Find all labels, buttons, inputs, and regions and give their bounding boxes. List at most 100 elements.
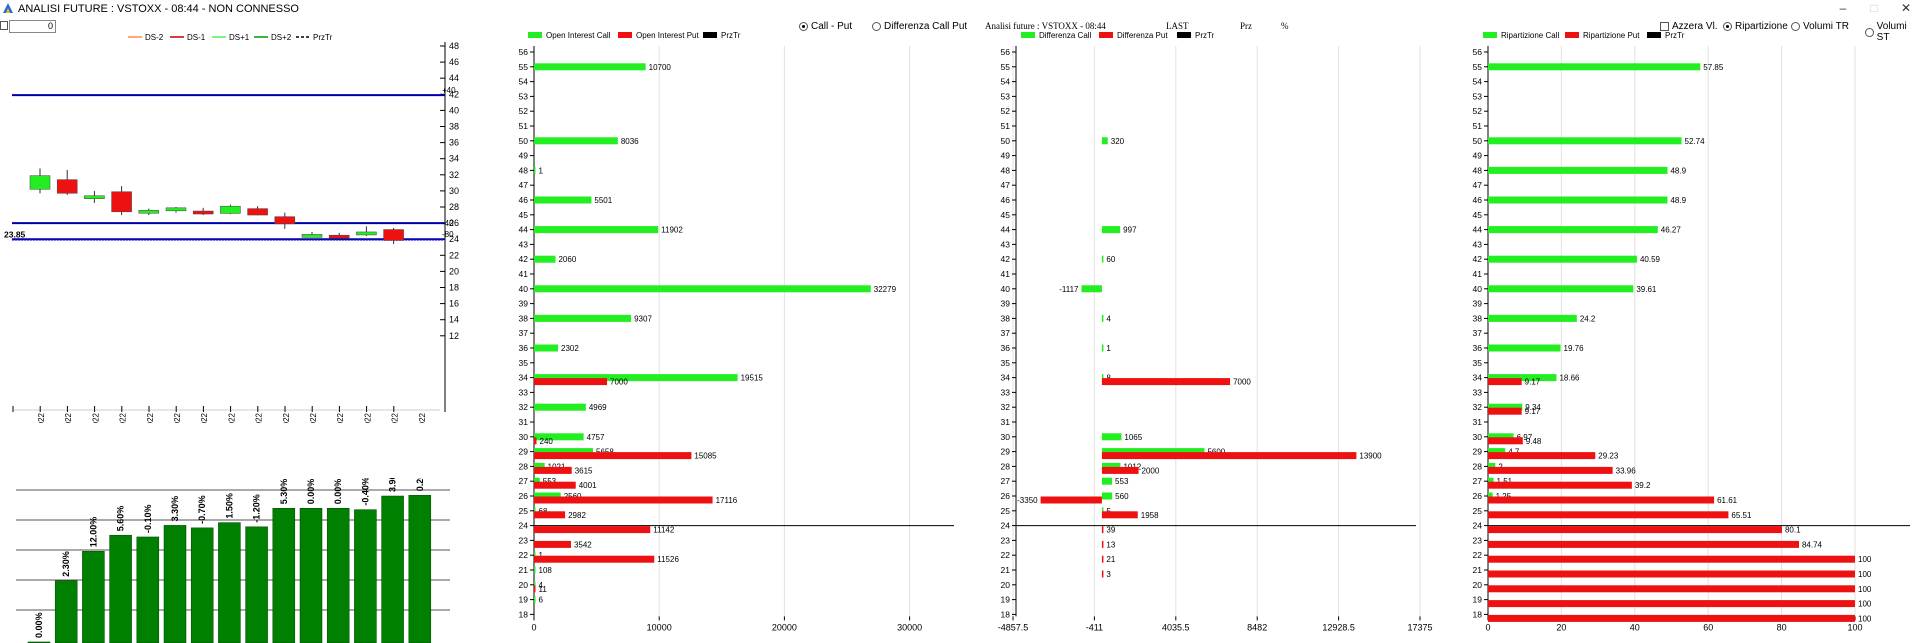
call-bar bbox=[534, 566, 536, 574]
put-bar bbox=[1101, 452, 1357, 460]
put-bar bbox=[534, 540, 571, 548]
pct-bar bbox=[218, 522, 241, 643]
call-bar bbox=[1101, 137, 1108, 145]
value-input[interactable]: 0 bbox=[9, 20, 56, 33]
x-tick-label: 60 bbox=[1703, 622, 1713, 632]
pct-label: 5.30% bbox=[279, 479, 289, 505]
strike-label: 49 bbox=[519, 151, 529, 161]
candle-body bbox=[138, 209, 160, 214]
put-bar bbox=[1101, 526, 1104, 534]
strike-label: 25 bbox=[1473, 506, 1483, 516]
call-bar bbox=[534, 551, 536, 559]
strike-label: 20 bbox=[1001, 580, 1011, 590]
toolbar-checkbox[interactable] bbox=[0, 21, 8, 30]
pct-bar bbox=[54, 580, 78, 643]
strike-label: 43 bbox=[519, 239, 529, 249]
radio-volumi-st[interactable]: Volumi ST bbox=[1865, 21, 1920, 43]
put-bar-label: 3542 bbox=[574, 540, 592, 549]
x-tick-label: 0 bbox=[531, 622, 536, 632]
ripartizione-chart[interactable]: Ripartizione Call Ripartizione Put PrzTr 0 2… bbox=[1450, 28, 1920, 643]
strike-label: 33 bbox=[1473, 387, 1483, 397]
strike-label: 43 bbox=[1001, 239, 1011, 249]
strike-label: 39 bbox=[519, 299, 529, 309]
strike-label: 45 bbox=[519, 210, 529, 220]
strike-label: 54 bbox=[1001, 77, 1011, 87]
x-tick-label: 8482 bbox=[1247, 622, 1267, 632]
y-tick-label: 26 bbox=[449, 218, 459, 228]
call-bar bbox=[534, 374, 738, 382]
call-bar bbox=[534, 63, 646, 71]
put-bar-label: 39 bbox=[1106, 526, 1115, 535]
open-interest-chart[interactable]: Open Interest Call Open Interest Put PrzTr… bbox=[500, 28, 965, 643]
call-bar bbox=[534, 137, 618, 145]
radio-volumi-tr[interactable]: Volumi TR bbox=[1791, 21, 1849, 32]
differenza-chart[interactable]: Differenza Call Differenza Put PrzTr -4857.… bbox=[980, 28, 1440, 643]
put-bar-label: 11142 bbox=[653, 526, 675, 535]
pct-label: 0.00% bbox=[34, 612, 44, 638]
put-bar-label: 100 bbox=[1858, 585, 1872, 594]
strike-label: 56 bbox=[519, 47, 529, 57]
pct-label: -0.70% bbox=[197, 495, 207, 524]
radio-label: Volumi ST bbox=[1876, 21, 1907, 43]
strike-label: 32 bbox=[519, 402, 529, 412]
candle-body bbox=[383, 229, 404, 241]
call-bar bbox=[1101, 433, 1122, 441]
call-bar bbox=[1101, 492, 1113, 500]
strike-label: 34 bbox=[1473, 373, 1483, 383]
strike-label: 50 bbox=[519, 136, 529, 146]
call-bar bbox=[534, 255, 556, 263]
legend-label: Ripartizione Put bbox=[1583, 31, 1640, 40]
x-tick-label: 12928.5 bbox=[1322, 622, 1355, 632]
legend-swatch bbox=[1483, 32, 1497, 38]
legend-label: DS+2 bbox=[271, 33, 292, 42]
strike-label: 45 bbox=[1473, 210, 1483, 220]
strike-label: 39 bbox=[1001, 299, 1011, 309]
call-bar-label: 4 bbox=[1106, 314, 1111, 323]
strike-label: 51 bbox=[1473, 121, 1483, 131]
strike-label: 33 bbox=[1001, 387, 1011, 397]
put-bar-label: 7000 bbox=[1233, 378, 1251, 387]
x-tick-label: 80 bbox=[1777, 622, 1787, 632]
strike-label: 32 bbox=[1473, 402, 1483, 412]
strike-label: 53 bbox=[1001, 91, 1011, 101]
minimize-button[interactable]: – bbox=[1839, 1, 1847, 15]
radio-ripartizione[interactable]: Ripartizione bbox=[1723, 21, 1788, 32]
line-label: -40 bbox=[442, 219, 454, 228]
pct-label: 5.60% bbox=[116, 506, 126, 532]
call-bar-label: 40.59 bbox=[1640, 255, 1661, 264]
strike-label: 28 bbox=[1001, 461, 1011, 471]
radio-label: Ripartizione bbox=[1735, 21, 1788, 32]
close-button[interactable]: ✕ bbox=[1900, 1, 1912, 15]
call-bar bbox=[534, 492, 561, 500]
put-bar-label: 2982 bbox=[568, 511, 586, 520]
date-label: 18/07/2022 bbox=[91, 412, 100, 423]
strike-label: 19 bbox=[519, 595, 529, 605]
radio-call-put[interactable]: Call - Put bbox=[799, 21, 852, 32]
main-candlestick-chart[interactable]: DS-2 DS-1 DS+1 DS+2 PrzTr 48 46 44 42 40 38 36 34 32 3… bbox=[0, 28, 470, 423]
put-bar-label: 17116 bbox=[716, 496, 738, 505]
candle-body bbox=[111, 191, 132, 213]
strike-label: 29 bbox=[519, 447, 529, 457]
pct-bar bbox=[136, 536, 160, 643]
call-bar bbox=[1488, 63, 1701, 71]
strike-label: 34 bbox=[1001, 373, 1011, 383]
put-bar bbox=[1488, 452, 1596, 460]
put-bar bbox=[1488, 555, 1855, 563]
put-bar bbox=[1488, 526, 1782, 534]
candle-body bbox=[29, 175, 51, 190]
x-tick-label: 20000 bbox=[772, 622, 797, 632]
strike-label: 54 bbox=[1473, 77, 1483, 87]
maximize-button[interactable]: □ bbox=[1870, 1, 1878, 15]
call-bar bbox=[534, 166, 536, 174]
call-bar-label: 2060 bbox=[558, 255, 576, 264]
y-tick-label: 32 bbox=[449, 170, 459, 180]
y-tick-label: 38 bbox=[449, 122, 459, 132]
strike-label: 22 bbox=[519, 550, 529, 560]
put-bar-label: 100 bbox=[1858, 614, 1872, 623]
checkbox-azzera[interactable]: Azzera Vl. bbox=[1660, 21, 1718, 32]
radio-diff-call-put[interactable]: Differenza Call Put bbox=[872, 21, 967, 32]
call-bar-label: 9307 bbox=[634, 314, 652, 323]
percent-bar-chart[interactable]: 0.00% 2.30% 12.00% 5.60% -0.10% 3.30% -0.70% 1.… bbox=[0, 478, 460, 643]
call-bar bbox=[534, 581, 536, 589]
strike-label: 47 bbox=[1001, 180, 1011, 190]
